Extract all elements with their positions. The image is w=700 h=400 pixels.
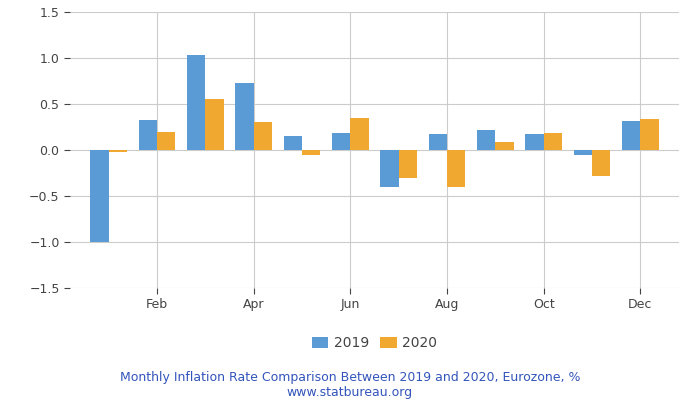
Bar — [477, 130, 496, 150]
Bar — [108, 150, 127, 152]
Bar — [380, 150, 399, 187]
Bar — [496, 142, 514, 150]
Bar — [350, 118, 369, 150]
Bar — [205, 99, 224, 150]
Bar — [284, 136, 302, 150]
Bar — [302, 150, 321, 154]
Legend: 2019, 2020: 2019, 2020 — [306, 331, 443, 356]
Bar — [447, 150, 466, 187]
Text: Monthly Inflation Rate Comparison Between 2019 and 2020, Eurozone, %: Monthly Inflation Rate Comparison Betwee… — [120, 372, 580, 384]
Bar — [544, 132, 562, 150]
Bar — [187, 55, 205, 150]
Bar — [640, 119, 659, 150]
Bar — [622, 122, 640, 150]
Text: www.statbureau.org: www.statbureau.org — [287, 386, 413, 399]
Bar — [90, 150, 108, 242]
Bar — [253, 122, 272, 150]
Bar — [332, 134, 350, 150]
Bar — [428, 134, 447, 150]
Bar — [573, 150, 592, 154]
Bar — [139, 120, 157, 150]
Bar — [235, 83, 253, 150]
Bar — [157, 132, 176, 150]
Bar — [592, 150, 610, 176]
Bar — [399, 150, 417, 178]
Bar — [525, 134, 544, 150]
